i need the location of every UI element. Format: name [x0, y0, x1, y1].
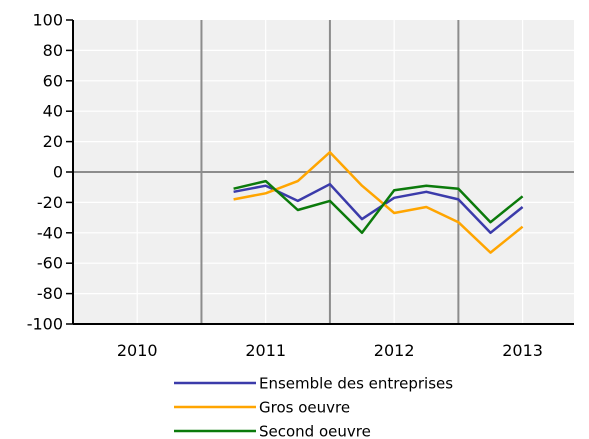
x-tick-label: 2013 — [502, 341, 543, 360]
series-line — [233, 150, 524, 254]
x-tick-label: 2010 — [117, 341, 158, 360]
y-tick-label: 80 — [43, 41, 63, 60]
legend-label: Gros oeuvre — [259, 399, 350, 417]
legend: Ensemble des entreprises Gros oeuvre Secon… — [174, 375, 453, 439]
x-tick-label: 2011 — [245, 341, 286, 360]
y-tick-label: -20 — [37, 193, 63, 212]
axes: 100 80 60 40 20 0 -20 -40 -60 -80 -100 2010 2011 2012… — [27, 11, 574, 360]
y-tick-label: -40 — [37, 223, 63, 242]
series-line — [233, 179, 524, 235]
series-line — [233, 182, 524, 235]
y-tick-label: 40 — [43, 102, 63, 121]
y-tick-label: -60 — [37, 254, 63, 273]
y-tick-label: 100 — [32, 11, 63, 30]
x-tick-label: 2012 — [374, 341, 415, 360]
legend-label: Second oeuvre — [259, 423, 371, 439]
y-tick-label: 60 — [43, 71, 63, 90]
y-tick-label: 0 — [53, 163, 63, 182]
y-tick-label: -100 — [27, 315, 63, 334]
y-tick-label: 20 — [43, 132, 63, 151]
legend-label: Ensemble des entreprises — [259, 375, 453, 393]
series-lines — [233, 150, 524, 254]
grid — [73, 20, 574, 324]
y-tick-label: -80 — [37, 284, 63, 303]
